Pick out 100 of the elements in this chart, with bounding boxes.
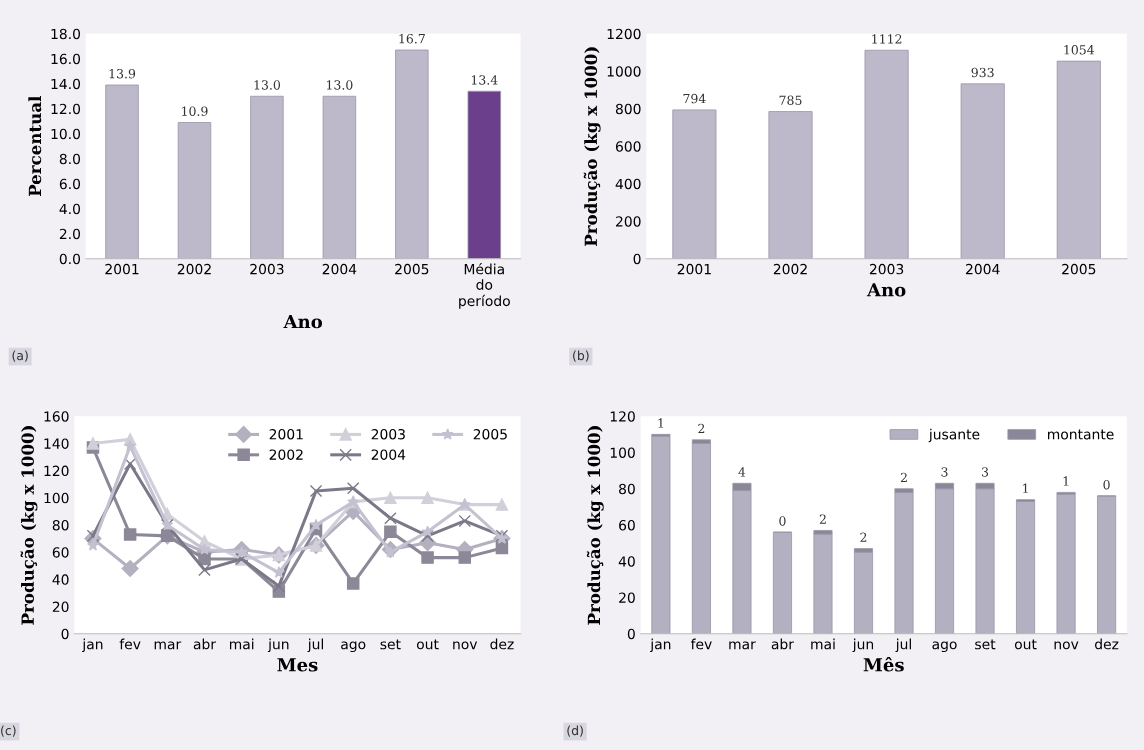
data-label: 1112: [872, 34, 902, 44]
x-tick-label: dez: [1095, 638, 1119, 650]
data-label: 933: [971, 67, 994, 78]
x-tick-label: ago: [932, 641, 957, 653]
text: (b): [573, 350, 589, 362]
y-tick-label: 0.0: [59, 253, 81, 265]
y-tick-label: 1200: [607, 28, 641, 40]
y-tick-label: 4.0: [59, 203, 81, 215]
x-tick-label: jun: [852, 638, 874, 653]
y-tick-label: 140: [44, 438, 69, 449]
x-axis-title: Mês: [863, 656, 904, 672]
data-label: 13.4: [471, 75, 498, 85]
y-tick-label: 100: [610, 447, 635, 458]
y-tick-label: 600: [615, 141, 641, 152]
y-tick-label: 80: [52, 519, 69, 531]
y-axis-title: Produção (kg x 1000): [583, 47, 601, 246]
y-tick-label: 200: [616, 216, 641, 227]
x-tick-label: jun: [267, 638, 289, 653]
x-tick-label: Média do período: [459, 263, 510, 309]
x-tick-label: 2004: [322, 263, 357, 275]
y-tick-label: 120: [610, 411, 635, 422]
x-tick-label: jul: [307, 638, 323, 653]
data-label: 1: [1063, 476, 1069, 486]
x-tick-label: 2003: [250, 263, 284, 275]
y-tick-label: 14.0: [51, 78, 81, 90]
y-tick-label: 400: [615, 178, 641, 190]
y-tick-label: 8.0: [59, 153, 81, 165]
data-label: 785: [779, 95, 802, 105]
x-tick-label: mai: [811, 638, 835, 650]
x-tick-label: fev: [119, 638, 141, 650]
data-label: 16.7: [399, 33, 425, 44]
data-label: 3: [982, 467, 989, 477]
x-tick-label: set: [975, 639, 996, 650]
data-label: 13.0: [254, 80, 281, 90]
x-tick-label: 2005: [395, 263, 429, 275]
data-label: 794: [683, 93, 706, 104]
x-tick-label: out: [1014, 639, 1037, 650]
legend-label: 2004: [371, 449, 406, 460]
data-label: 2: [900, 472, 907, 482]
x-tick-label: mar: [154, 641, 182, 650]
x-tick-label: 2002: [773, 263, 807, 275]
x-tick-label: 2003: [869, 263, 904, 275]
data-label: 2: [819, 514, 826, 524]
x-tick-label: dez: [490, 638, 514, 650]
y-tick-label: 20: [52, 601, 69, 613]
data-label: 1: [1023, 483, 1028, 493]
y-tick-label: 60: [52, 547, 69, 558]
y-tick-label: 120: [44, 465, 69, 477]
y-tick-label: 16.0: [51, 53, 81, 65]
x-tick-label: jul: [895, 638, 911, 653]
y-tick-label: 18.0: [51, 28, 81, 40]
data-label: 1054: [1064, 45, 1095, 55]
text: (c): [1, 725, 16, 737]
x-tick-label: nov: [1054, 641, 1079, 650]
data-label: 10.9: [182, 106, 208, 116]
y-axis-title: Produção (kg x 1000): [586, 426, 604, 625]
x-tick-label: 2001: [677, 263, 711, 275]
data-label: 1: [658, 418, 664, 428]
data-label: 2: [698, 423, 705, 434]
y-tick-label: 20: [619, 592, 635, 603]
data-label: 0: [1103, 479, 1110, 490]
data-label: 13.9: [109, 68, 136, 79]
legend-label: 2001: [269, 429, 303, 440]
x-axis-title: Ano: [283, 314, 323, 329]
y-tick-label: 40: [618, 556, 635, 567]
x-tick-label: 2001: [105, 263, 139, 275]
y-tick-label: 12.0: [51, 103, 81, 115]
y-axis-title: Percentual: [28, 96, 42, 197]
x-tick-label: abr: [193, 638, 217, 650]
legend-label: jusante: [928, 428, 980, 443]
y-tick-label: 0: [61, 628, 69, 640]
y-tick-label: 40: [52, 574, 69, 585]
data-label: 4: [738, 467, 746, 477]
legend-label: montante: [1048, 429, 1114, 440]
legend-label: 2003: [371, 429, 405, 440]
y-tick-label: 80: [619, 483, 635, 495]
y-tick-label: 2.0: [59, 228, 81, 240]
x-tick-label: set: [380, 639, 401, 650]
x-axis-title: Ano: [866, 283, 906, 297]
x-tick-label: fev: [690, 638, 712, 650]
x-tick-label: 2005: [1062, 263, 1096, 275]
y-tick-label: 800: [615, 103, 641, 115]
data-label: 2: [860, 532, 867, 542]
y-tick-label: 100: [44, 492, 69, 504]
y-tick-label: 1000: [607, 66, 641, 77]
x-tick-label: jan: [82, 638, 103, 653]
x-tick-label: 2002: [177, 263, 211, 275]
x-tick-label: out: [416, 639, 439, 650]
x-tick-label: 2004: [966, 263, 1000, 275]
x-axis-title: Mes: [277, 658, 318, 672]
x-tick-label: abr: [771, 638, 794, 650]
y-tick-label: 6.0: [59, 178, 81, 190]
y-axis-title: Produção (kg x 1000): [20, 426, 38, 625]
x-tick-label: mai: [229, 638, 254, 650]
text: (a): [12, 350, 28, 362]
y-tick-label: 0: [633, 253, 641, 265]
y-tick-label: 10.0: [51, 128, 81, 140]
x-tick-label: mar: [729, 641, 756, 650]
text: (d): [567, 725, 583, 737]
legend-label: 2002: [269, 449, 303, 460]
